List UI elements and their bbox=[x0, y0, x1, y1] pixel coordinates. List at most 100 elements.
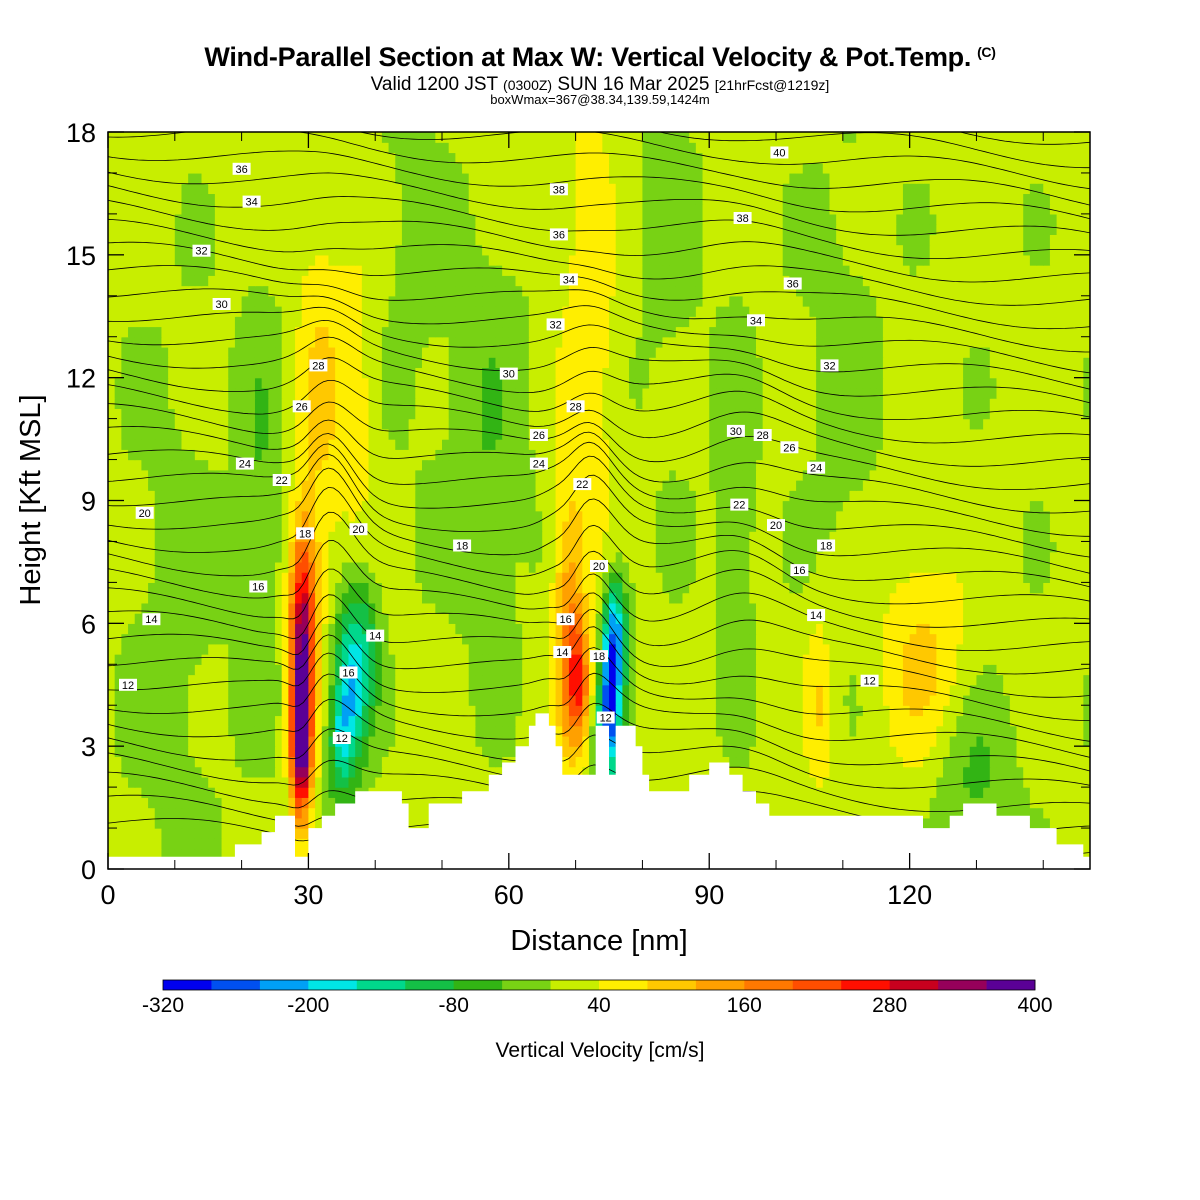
w-cell bbox=[869, 633, 877, 645]
w-cell bbox=[816, 684, 824, 696]
w-cell bbox=[909, 602, 917, 614]
w-cell bbox=[889, 541, 897, 553]
w-cell bbox=[1036, 633, 1044, 645]
w-cell bbox=[715, 623, 724, 635]
w-cell bbox=[208, 551, 216, 563]
w-cell bbox=[782, 520, 790, 532]
w-cell bbox=[408, 684, 416, 696]
w-cell bbox=[321, 582, 330, 594]
w-cell bbox=[435, 551, 443, 563]
w-cell bbox=[869, 797, 877, 809]
w-cell bbox=[822, 572, 831, 583]
w-cell bbox=[281, 715, 289, 727]
w-cell bbox=[742, 654, 750, 665]
w-cell bbox=[421, 572, 430, 583]
w-cell bbox=[315, 582, 323, 594]
w-cell bbox=[789, 654, 797, 665]
w-cell bbox=[401, 633, 410, 645]
w-cell bbox=[241, 664, 249, 676]
w-cell bbox=[789, 633, 797, 645]
w-cell bbox=[916, 766, 924, 778]
w-cell bbox=[969, 520, 978, 532]
w-cell bbox=[308, 694, 316, 706]
w-cell bbox=[842, 572, 851, 583]
w-cell bbox=[254, 807, 263, 819]
w-cell bbox=[642, 725, 650, 737]
w-cell bbox=[1083, 561, 1090, 573]
w-cell bbox=[114, 848, 122, 860]
w-cell bbox=[502, 735, 510, 747]
w-cell bbox=[148, 541, 156, 553]
w-cell bbox=[328, 684, 336, 696]
w-cell bbox=[568, 643, 577, 655]
w-cell bbox=[134, 848, 142, 860]
w-cell bbox=[729, 602, 737, 614]
w-cell bbox=[762, 602, 770, 614]
w-cell bbox=[435, 694, 443, 706]
w-cell bbox=[488, 561, 497, 573]
w-cell bbox=[381, 664, 390, 676]
w-cell bbox=[629, 705, 637, 717]
w-cell bbox=[435, 684, 443, 696]
w-cell bbox=[181, 654, 189, 665]
w-cell bbox=[214, 838, 223, 850]
w-cell bbox=[188, 613, 196, 624]
w-cell bbox=[776, 807, 784, 819]
w-cell bbox=[468, 654, 477, 665]
w-cell bbox=[522, 633, 530, 645]
w-cell bbox=[802, 776, 811, 788]
w-cell bbox=[629, 551, 637, 563]
w-cell bbox=[428, 602, 436, 614]
w-cell bbox=[134, 797, 142, 809]
w-cell bbox=[755, 674, 764, 686]
w-cell bbox=[308, 756, 316, 768]
w-cell bbox=[682, 602, 690, 614]
w-cell bbox=[976, 541, 984, 553]
w-cell bbox=[482, 582, 490, 594]
w-cell bbox=[321, 551, 330, 563]
w-cell bbox=[1063, 735, 1071, 747]
w-cell bbox=[595, 694, 603, 706]
w-cell bbox=[495, 705, 503, 717]
w-cell bbox=[929, 582, 937, 594]
w-cell bbox=[916, 551, 924, 563]
valid-prefix: Valid 1200 JST bbox=[370, 74, 498, 95]
w-cell bbox=[1003, 797, 1011, 809]
w-cell bbox=[829, 531, 837, 543]
w-cell bbox=[809, 664, 817, 676]
w-cell bbox=[141, 643, 149, 655]
w-cell bbox=[448, 643, 456, 655]
w-cell bbox=[675, 561, 684, 573]
w-cell bbox=[749, 674, 757, 686]
w-cell bbox=[969, 643, 978, 655]
w-cell bbox=[869, 715, 877, 727]
w-cell bbox=[929, 531, 937, 543]
w-cell bbox=[562, 541, 570, 553]
w-cell bbox=[381, 776, 390, 788]
w-cell bbox=[555, 725, 563, 737]
w-cell bbox=[154, 705, 163, 717]
w-cell bbox=[488, 746, 497, 758]
w-cell bbox=[515, 705, 523, 717]
w-cell bbox=[408, 776, 416, 788]
w-cell bbox=[642, 561, 650, 573]
w-cell bbox=[188, 715, 196, 727]
w-cell bbox=[969, 684, 978, 696]
w-cell bbox=[181, 592, 189, 604]
w-cell bbox=[1036, 715, 1044, 727]
w-cell bbox=[622, 684, 630, 696]
w-cell bbox=[401, 705, 410, 717]
w-cell bbox=[722, 531, 730, 543]
w-cell bbox=[542, 623, 550, 635]
w-cell bbox=[902, 746, 911, 758]
w-cell bbox=[936, 817, 944, 829]
w-cell bbox=[154, 735, 163, 747]
w-cell bbox=[889, 551, 897, 563]
w-cell bbox=[475, 735, 483, 747]
w-cell bbox=[542, 633, 550, 645]
w-cell bbox=[1043, 807, 1051, 819]
w-cell bbox=[769, 582, 777, 594]
w-cell bbox=[735, 746, 744, 758]
w-cell bbox=[769, 561, 777, 573]
w-cell bbox=[301, 725, 310, 737]
